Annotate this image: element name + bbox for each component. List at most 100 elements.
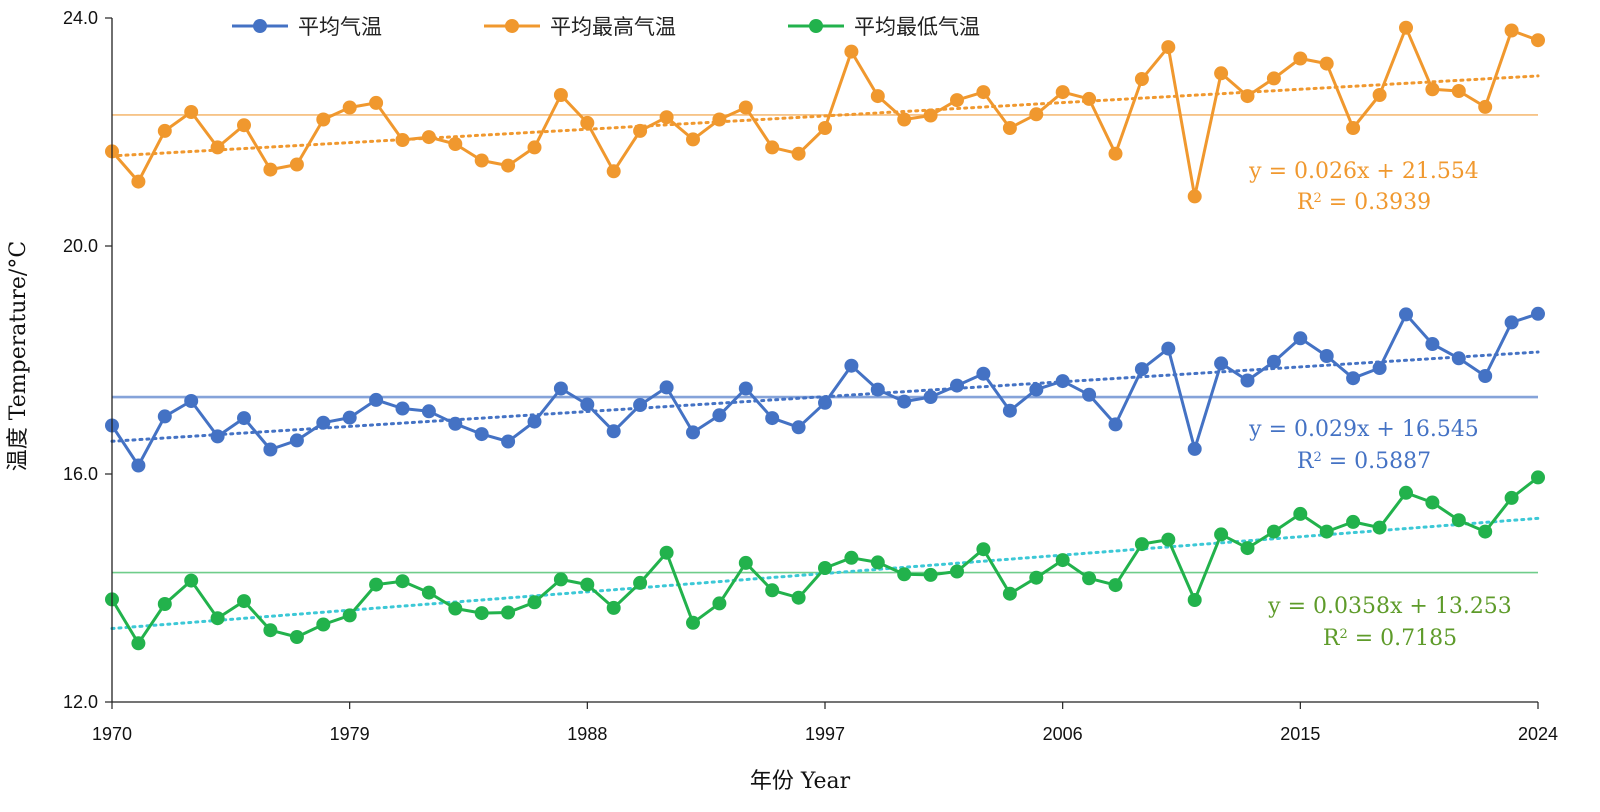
data-point-max <box>342 100 357 115</box>
data-point-max <box>791 146 806 161</box>
data-point-max <box>1372 88 1387 102</box>
data-point-max <box>1451 84 1466 98</box>
data-point-max <box>950 93 964 108</box>
data-point-avg <box>1108 417 1123 432</box>
data-point-avg <box>686 425 700 440</box>
data-point-max <box>923 108 938 123</box>
data-point-min <box>237 594 251 609</box>
data-point-min <box>1002 586 1017 601</box>
legend-item-avg: 平均气温 <box>232 15 382 39</box>
data-point-avg <box>765 411 780 426</box>
equation-avg: y = 0.029x + 16.545 <box>1248 417 1479 442</box>
data-point-min <box>1451 513 1466 528</box>
data-point-avg <box>237 411 251 426</box>
data-point-min <box>157 597 172 611</box>
data-point-avg <box>474 427 489 442</box>
data-point-max <box>501 158 516 173</box>
data-point-max <box>659 110 674 125</box>
data-point-min <box>1478 524 1493 539</box>
data-point-max <box>897 112 912 127</box>
data-point-min <box>131 636 146 651</box>
data-point-max <box>210 140 225 155</box>
data-point-min <box>527 595 542 610</box>
r2-min: R2 = 0.7185 <box>1323 626 1457 651</box>
data-point-min <box>263 623 278 638</box>
legend-item-min: 平均最低气温 <box>788 15 980 39</box>
data-point-max <box>131 174 146 189</box>
data-point-min <box>1504 490 1519 505</box>
x-tick-label: 1988 <box>567 724 607 744</box>
data-point-min <box>633 575 648 590</box>
data-point-min <box>1346 514 1361 529</box>
data-point-max <box>184 105 199 119</box>
series-line-avg <box>110 312 1539 467</box>
data-point-max <box>1240 89 1255 104</box>
data-point-max <box>1293 51 1308 66</box>
data-point-min <box>1531 470 1545 485</box>
data-point-avg <box>1161 341 1176 356</box>
data-point-max <box>844 44 859 59</box>
data-point-max <box>448 137 463 151</box>
data-point-avg <box>1214 356 1229 371</box>
data-point-min <box>870 555 885 570</box>
x-tick-label: 2024 <box>1518 724 1558 744</box>
data-point-avg <box>316 415 331 430</box>
data-point-avg <box>1029 382 1044 397</box>
data-point-avg <box>1399 307 1413 322</box>
data-point-avg <box>342 410 357 425</box>
data-point-min <box>1319 524 1334 539</box>
data-point-avg <box>131 458 146 473</box>
data-point-avg <box>501 434 516 449</box>
tick-labels: 1970 1979 1988 1997 2006 2015 2024 12.0 16.0 20.0… <box>63 8 1558 744</box>
data-point-max <box>712 112 727 127</box>
data-point-min <box>553 572 568 587</box>
data-point-max <box>395 133 410 147</box>
data-point-min <box>1134 537 1149 552</box>
data-point-avg <box>1346 371 1361 386</box>
data-point-max <box>818 121 832 135</box>
data-point-avg <box>897 394 912 409</box>
data-point-min <box>844 550 859 565</box>
data-point-min <box>1214 527 1229 542</box>
data-point-avg <box>1082 387 1097 402</box>
data-point-min <box>923 567 938 582</box>
data-point-min <box>897 567 912 582</box>
data-point-min <box>976 542 991 557</box>
data-point-avg <box>791 420 806 435</box>
data-point-min <box>765 583 780 598</box>
y-tick-label: 24.0 <box>63 8 98 28</box>
data-point-avg <box>157 409 172 424</box>
data-point-avg <box>950 378 964 393</box>
data-point-min <box>738 555 753 570</box>
data-point-avg <box>923 390 938 404</box>
data-point-avg <box>448 416 463 431</box>
data-point-avg <box>1266 354 1281 369</box>
data-point-min <box>1029 570 1044 585</box>
r2-max: R2 = 0.3939 <box>1297 190 1431 215</box>
legend-marker-max <box>505 19 519 33</box>
y-tick-label: 20.0 <box>63 236 98 256</box>
r2-avg: R2 = 0.5887 <box>1297 449 1431 474</box>
data-point-avg <box>818 395 832 410</box>
x-tick-label: 2006 <box>1043 724 1083 744</box>
legend-label-min: 平均最低气温 <box>854 15 980 39</box>
data-point-max <box>1187 189 1202 204</box>
data-point-avg <box>633 398 648 412</box>
data-point-min <box>342 608 357 623</box>
data-point-min <box>950 564 964 579</box>
data-point-max <box>1531 33 1545 48</box>
regression-equations: y = 0.026x + 21.554 R2 = 0.3939 y = 0.02… <box>1248 159 1512 651</box>
data-point-avg <box>1372 361 1387 375</box>
data-point-max <box>686 132 700 147</box>
data-point-avg <box>1187 441 1202 456</box>
data-point-max <box>527 140 542 155</box>
data-point-max <box>1108 146 1123 161</box>
data-point-avg <box>395 401 410 416</box>
data-point-max <box>765 140 780 155</box>
data-point-max <box>606 164 621 179</box>
data-point-min <box>1055 553 1070 568</box>
data-point-max <box>474 153 489 168</box>
data-point-min <box>686 615 700 630</box>
x-axis-title: 年份 Year <box>750 769 851 794</box>
